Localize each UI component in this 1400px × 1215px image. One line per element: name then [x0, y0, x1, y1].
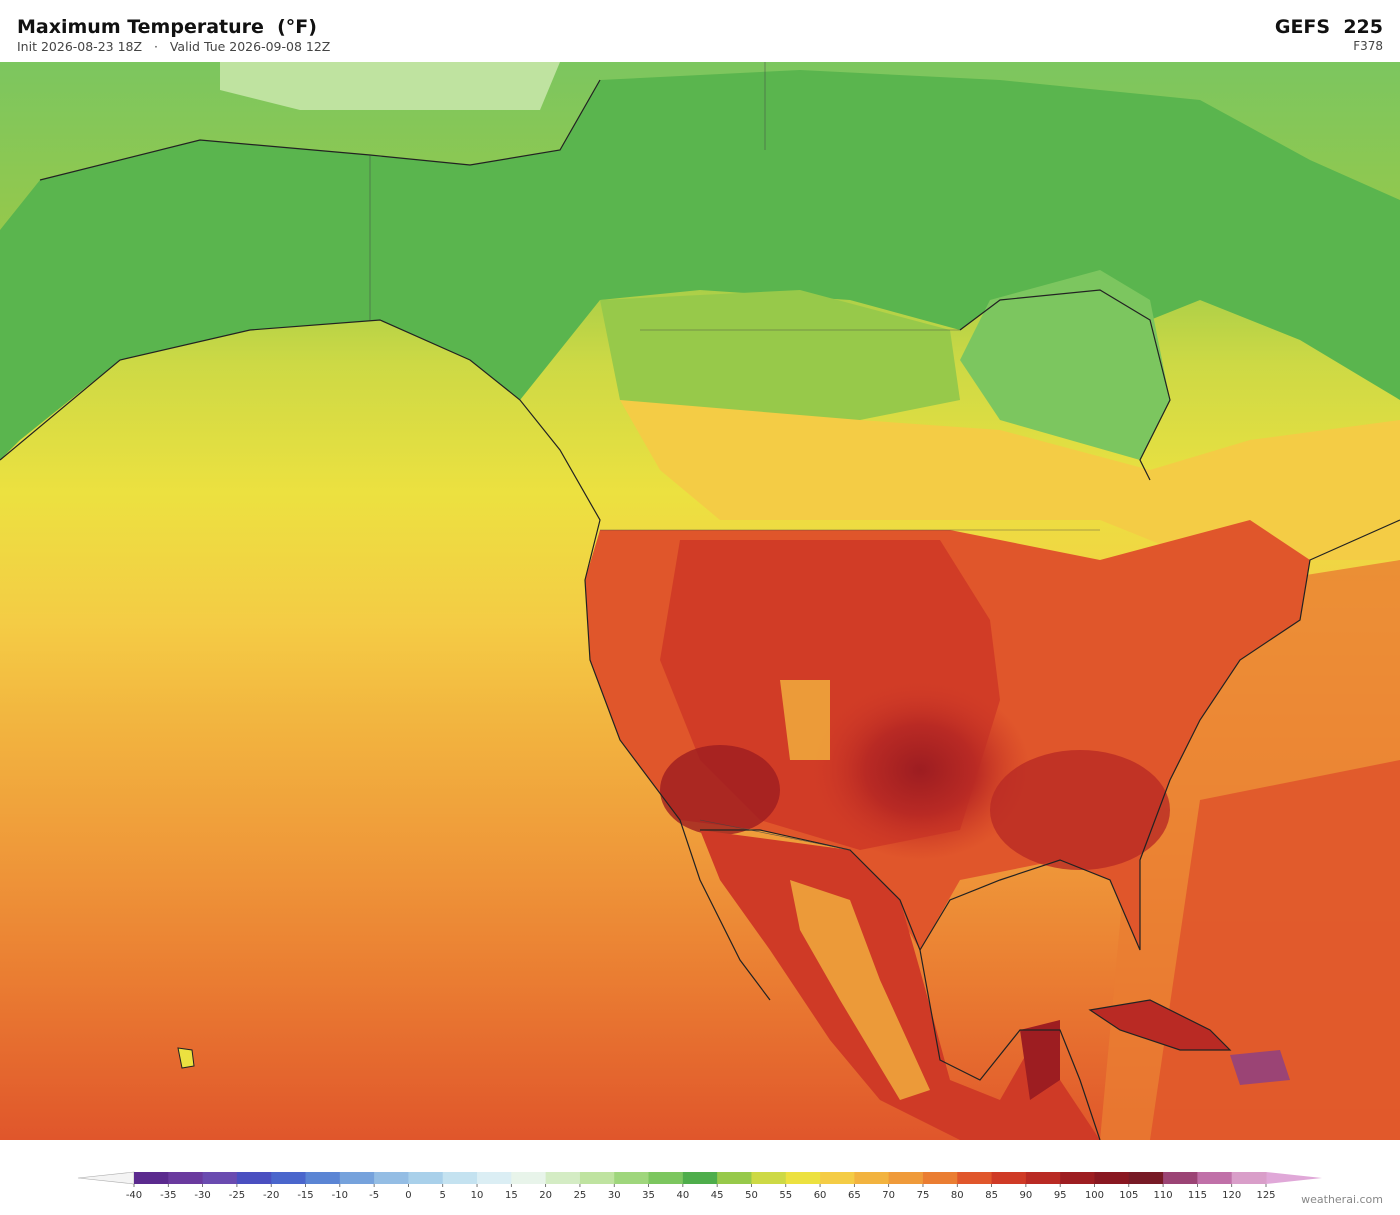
tick-label: 120: [1222, 1190, 1241, 1201]
colorbar-over: [1266, 1172, 1322, 1184]
colorbar-segment: [579, 1172, 615, 1184]
map: [0, 62, 1400, 1140]
tick-label: 115: [1188, 1190, 1207, 1201]
tick-label: -40: [126, 1190, 142, 1201]
colorbar-segment: [648, 1172, 684, 1184]
title: Maximum Temperature (°F): [17, 16, 317, 38]
colorbar-segment: [408, 1172, 444, 1184]
colorbar-segment: [614, 1172, 650, 1184]
tick-label: 100: [1085, 1190, 1104, 1201]
credit: weatherai.com: [1301, 1193, 1383, 1206]
colorbar-segment: [1231, 1172, 1267, 1184]
colorbar-under: [77, 1171, 135, 1185]
subtitle: Init 2026-08-23 18Z · Valid Tue 2026-09-…: [17, 39, 331, 54]
colorbar-segment: [545, 1172, 581, 1184]
colorbar-segment: [1094, 1172, 1130, 1184]
tick-label: 65: [848, 1190, 861, 1201]
tick-label: 50: [745, 1190, 758, 1201]
tick-label: 60: [814, 1190, 827, 1201]
tick-label: -10: [332, 1190, 348, 1201]
tick-label: 0: [405, 1190, 411, 1201]
colorbar-segment: [134, 1172, 169, 1184]
colorbar-segment: [374, 1172, 409, 1184]
colorbar-segment: [477, 1172, 512, 1184]
tick-label: 30: [608, 1190, 621, 1201]
tick-label: 10: [471, 1190, 484, 1201]
tick-label: 70: [882, 1190, 895, 1201]
colorbar-segment: [682, 1172, 718, 1184]
colorbar-segment: [1197, 1172, 1233, 1184]
tick-label: -5: [369, 1190, 379, 1201]
tick-label: 5: [440, 1190, 446, 1201]
colorbar-segment: [854, 1172, 890, 1184]
colorbar-segment: [1025, 1172, 1061, 1184]
tick-label: 20: [539, 1190, 552, 1201]
colorbar-segment: [888, 1172, 924, 1184]
colorbar-segment: [168, 1172, 204, 1184]
tick-label: 85: [985, 1190, 998, 1201]
tick-label: 110: [1154, 1190, 1173, 1201]
model: GEFS 225: [1274, 16, 1383, 38]
tick-label: 75: [917, 1190, 930, 1201]
tick-label: -15: [297, 1190, 313, 1201]
colorbar-segment: [1060, 1172, 1095, 1184]
colorbar-segment: [1163, 1172, 1198, 1184]
colorbar-segment: [442, 1172, 478, 1184]
tick-label: 90: [1020, 1190, 1033, 1201]
colorbar-segment: [305, 1172, 341, 1184]
colorbar: -40 -35 -30 -25 -20 -15 -10 -5 0 5 10 15 20 25 30 35 40 4…: [77, 1171, 1322, 1201]
colorbar-segment: [751, 1172, 787, 1184]
colorbar-segment: [339, 1172, 375, 1184]
colorbar-segment: [236, 1172, 272, 1184]
colorbar-segment: [202, 1172, 238, 1184]
colorbar-segment: [1128, 1172, 1164, 1184]
colorbar-segment: [957, 1172, 993, 1184]
tick-label: -35: [160, 1190, 176, 1201]
colorbar-segment: [922, 1172, 958, 1184]
tick-label: 95: [1054, 1190, 1067, 1201]
colorbar-segment: [785, 1172, 821, 1184]
colorbar-segment: [717, 1172, 752, 1184]
colorbar-segment: [820, 1172, 855, 1184]
tick-label: 125: [1256, 1190, 1275, 1201]
tick-label: 45: [711, 1190, 724, 1201]
tick-label: 105: [1119, 1190, 1138, 1201]
tick-label: -25: [229, 1190, 245, 1201]
tick-label: 25: [574, 1190, 587, 1201]
colorbar-segment: [511, 1172, 547, 1184]
tick-label: 35: [642, 1190, 655, 1201]
colorbar-segment: [271, 1172, 307, 1184]
forecast-hour: F378: [1353, 39, 1383, 53]
colorbar-segment: [991, 1172, 1027, 1184]
tick-label: 55: [779, 1190, 792, 1201]
tick-label: 15: [505, 1190, 518, 1201]
tick-label: -30: [194, 1190, 210, 1201]
tick-label: 80: [951, 1190, 964, 1201]
tick-label: 40: [676, 1190, 689, 1201]
tick-label: -20: [263, 1190, 279, 1201]
